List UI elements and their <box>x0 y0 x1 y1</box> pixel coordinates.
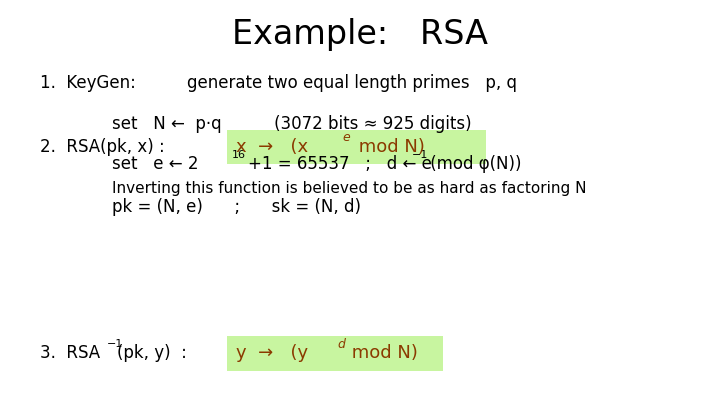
Text: pk = (N, e)      ;      sk = (N, d): pk = (N, e) ; sk = (N, d) <box>112 198 361 215</box>
Text: 3.  RSA: 3. RSA <box>40 344 100 362</box>
Text: x  →   (x: x → (x <box>236 138 308 156</box>
Text: mod N): mod N) <box>346 344 418 362</box>
Text: −1: −1 <box>107 339 123 349</box>
Text: (pk, y)  :: (pk, y) : <box>117 344 187 362</box>
Text: (mod φ(N)): (mod φ(N)) <box>425 155 521 173</box>
Text: y  →   (y: y → (y <box>236 344 308 362</box>
Text: Example:   RSA: Example: RSA <box>232 18 488 51</box>
Text: e: e <box>343 131 351 144</box>
Text: set   N ←  p·q          (3072 bits ≈ 925 digits): set N ← p·q (3072 bits ≈ 925 digits) <box>112 115 471 132</box>
FancyBboxPatch shape <box>227 130 486 164</box>
Text: 2.  RSA(pk, x) :: 2. RSA(pk, x) : <box>40 138 164 156</box>
Text: d: d <box>338 338 346 351</box>
Text: generate two equal length primes   p, q: generate two equal length primes p, q <box>187 74 517 92</box>
Text: 1.  KeyGen:: 1. KeyGen: <box>40 74 135 92</box>
Text: −1: −1 <box>412 150 428 160</box>
Text: mod N): mod N) <box>353 138 425 156</box>
Text: set   e ← 2: set e ← 2 <box>112 155 198 173</box>
Text: 16: 16 <box>232 150 246 160</box>
Text: Inverting this function is believed to be as hard as factoring N: Inverting this function is believed to b… <box>112 181 586 196</box>
Text: +1 = 65537   ;   d ← e: +1 = 65537 ; d ← e <box>248 155 432 173</box>
FancyBboxPatch shape <box>227 336 443 371</box>
